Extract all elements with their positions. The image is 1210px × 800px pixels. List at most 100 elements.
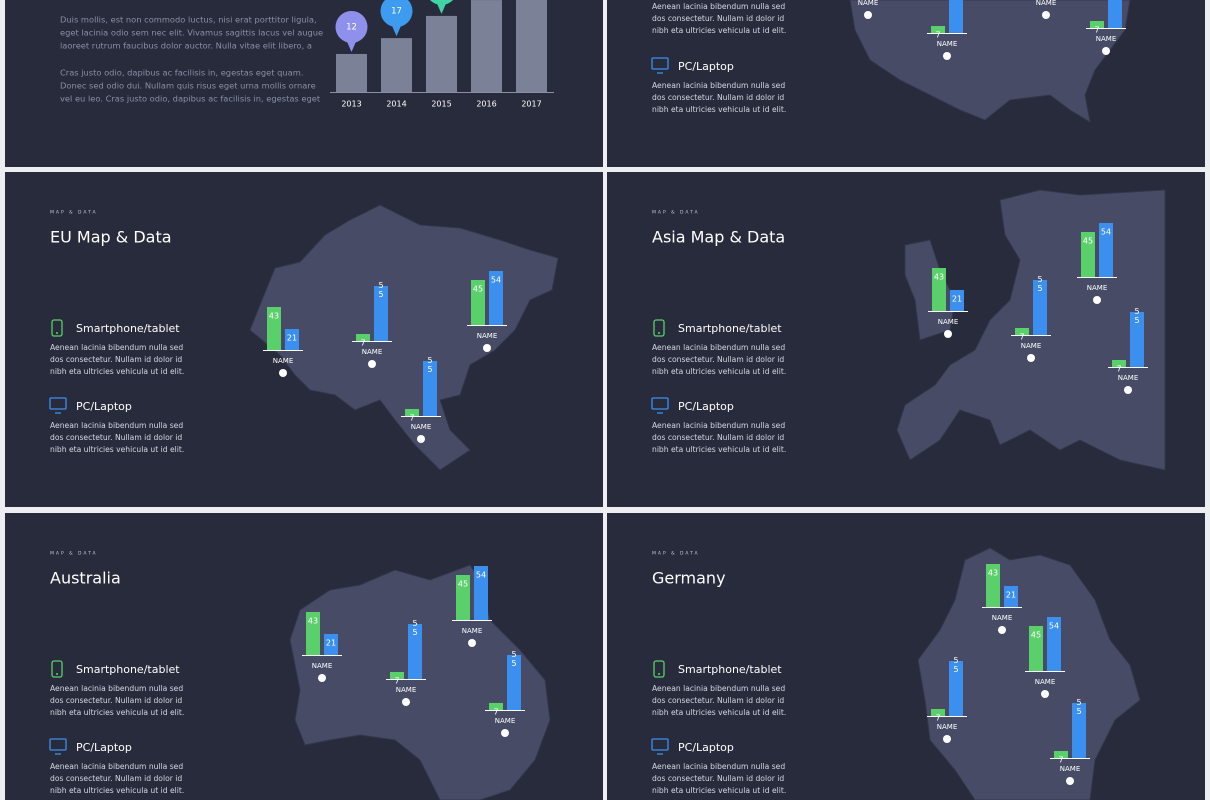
marker-dot <box>1027 354 1035 362</box>
bar-blue <box>285 329 299 350</box>
item-text: Aenean lacinia bibendum nulla sed <box>652 762 785 771</box>
x-tick-label: 2013 <box>341 100 361 109</box>
item-text: nibh eta ultricies vehicula ut id elit. <box>50 367 184 376</box>
bar-label: 55 <box>952 656 961 674</box>
uk-map <box>904 239 956 341</box>
marker-name: NAME <box>937 723 958 731</box>
item-text: nibh eta ultricies vehicula ut id elit. <box>50 786 184 795</box>
bar-label: 45 <box>1083 237 1093 246</box>
x-tick-label: 2014 <box>386 100 406 109</box>
bar <box>516 0 547 93</box>
bar-blue <box>1099 223 1113 277</box>
bubble <box>429 0 454 5</box>
bar-blue <box>949 0 963 33</box>
phone-icon <box>653 660 665 678</box>
item-text: nibh eta ultricies vehicula ut id elit. <box>652 445 786 454</box>
marker-dot <box>1066 777 1074 785</box>
bar-label: 7 <box>493 708 498 717</box>
phone-icon-dot <box>56 673 58 675</box>
bar-label: 7 <box>935 31 940 40</box>
marker-dot <box>998 626 1006 634</box>
slide-kicker: MAP & DATA <box>652 551 700 557</box>
marker-dot <box>1102 47 1110 55</box>
x-tick-label: 2016 <box>476 100 496 109</box>
bar <box>381 38 412 92</box>
marker-dot <box>864 11 872 19</box>
item-text: dos consectetur. Nullam id dolor id <box>652 355 784 364</box>
bar-label: 55 <box>377 281 386 299</box>
bar-label: 43 <box>308 617 318 626</box>
item-text: Aenean lacinia bibendum nulla sed <box>50 762 183 771</box>
laptop-icon <box>651 397 669 410</box>
item-text: dos consectetur. Nullam id dolor id <box>50 355 182 364</box>
marker-name: NAME <box>1087 284 1108 292</box>
bar-label: 55 <box>1036 275 1045 293</box>
bar-green <box>931 26 945 33</box>
slide-title: Asia Map & Data <box>652 228 785 247</box>
item-text: nibh eta ultricies vehicula ut id elit. <box>652 367 786 376</box>
paragraph-line: Duis mollis, est non commodo luctus, nis… <box>60 15 317 25</box>
item-label: Smartphone/tablet <box>678 663 782 676</box>
bar-blue <box>1108 0 1122 28</box>
laptop-icon <box>651 57 669 70</box>
marker-dot <box>368 360 376 368</box>
item-label: PC/Laptop <box>678 400 734 413</box>
bar-label: 54 <box>476 571 486 580</box>
paragraph-line: laoreet rutrum faucibus dolor auctor. Nu… <box>60 41 312 51</box>
item-text: Aenean lacinia bibendum nulla sed <box>50 421 183 430</box>
marker-name: NAME <box>858 0 879 7</box>
marker-dot <box>402 698 410 706</box>
item-text: nibh eta ultricies vehicula ut id elit. <box>652 786 786 795</box>
bar-label: 55 <box>1133 307 1142 325</box>
bar-green <box>1054 751 1068 758</box>
item-text: Aenean lacinia bibendum nulla sed <box>652 684 785 693</box>
item-text: dos consectetur. Nullam id dolor id <box>652 93 784 102</box>
item-text: dos consectetur. Nullam id dolor id <box>652 774 784 783</box>
marker-name: NAME <box>938 318 959 326</box>
bar-label: 21 <box>287 334 297 343</box>
item-text: dos consectetur. Nullam id dolor id <box>652 14 784 23</box>
marker-dot <box>279 369 287 377</box>
bar-label: 45 <box>458 580 468 589</box>
bar-label: 21 <box>326 639 336 648</box>
bubble <box>335 10 368 43</box>
marker-dot <box>1124 386 1132 394</box>
phone-icon-dot <box>56 332 58 334</box>
laptop-icon <box>49 738 67 751</box>
item-label: PC/Laptop <box>678 741 734 754</box>
marker-name: NAME <box>495 717 516 725</box>
bar-green <box>390 672 404 679</box>
item-label: PC/Laptop <box>76 400 132 413</box>
bar-blue <box>1004 586 1018 607</box>
slide-title: EU Map & Data <box>50 228 172 247</box>
bar-label: 45 <box>1031 631 1041 640</box>
marker-name: NAME <box>411 423 432 431</box>
bar-blue <box>1130 312 1144 367</box>
bar-blue <box>474 566 488 620</box>
paragraph-line: Donec sed odio dui. Nullam quis risus eg… <box>60 81 316 91</box>
slide-kicker: MAP & DATA <box>652 210 700 216</box>
marker-name: NAME <box>1021 342 1042 350</box>
bubble-label: 17 <box>391 7 402 17</box>
asia-map <box>249 204 559 471</box>
bar-blue <box>950 290 964 311</box>
slide-kicker: MAP & DATA <box>50 551 98 557</box>
bar-label: 45 <box>473 285 483 294</box>
bar-label: 55 <box>426 356 435 374</box>
usa-map <box>849 0 1131 123</box>
bar-label: 43 <box>934 273 944 282</box>
item-text: nibh eta ultricies vehicula ut id elit. <box>652 26 786 35</box>
laptop-icon <box>49 397 67 410</box>
item-text: nibh eta ultricies vehicula ut id elit. <box>652 708 786 717</box>
item-label: Smartphone/tablet <box>76 322 180 335</box>
bar-green <box>932 268 946 311</box>
bubble <box>380 0 413 28</box>
bar-blue <box>408 624 422 679</box>
item-label: PC/Laptop <box>678 60 734 73</box>
bar-label: 43 <box>988 569 998 578</box>
phone-icon <box>51 319 63 337</box>
laptop-icon <box>651 738 669 751</box>
marker-name: NAME <box>273 357 294 365</box>
item-text: Aenean lacinia bibendum nulla sed <box>652 421 785 430</box>
